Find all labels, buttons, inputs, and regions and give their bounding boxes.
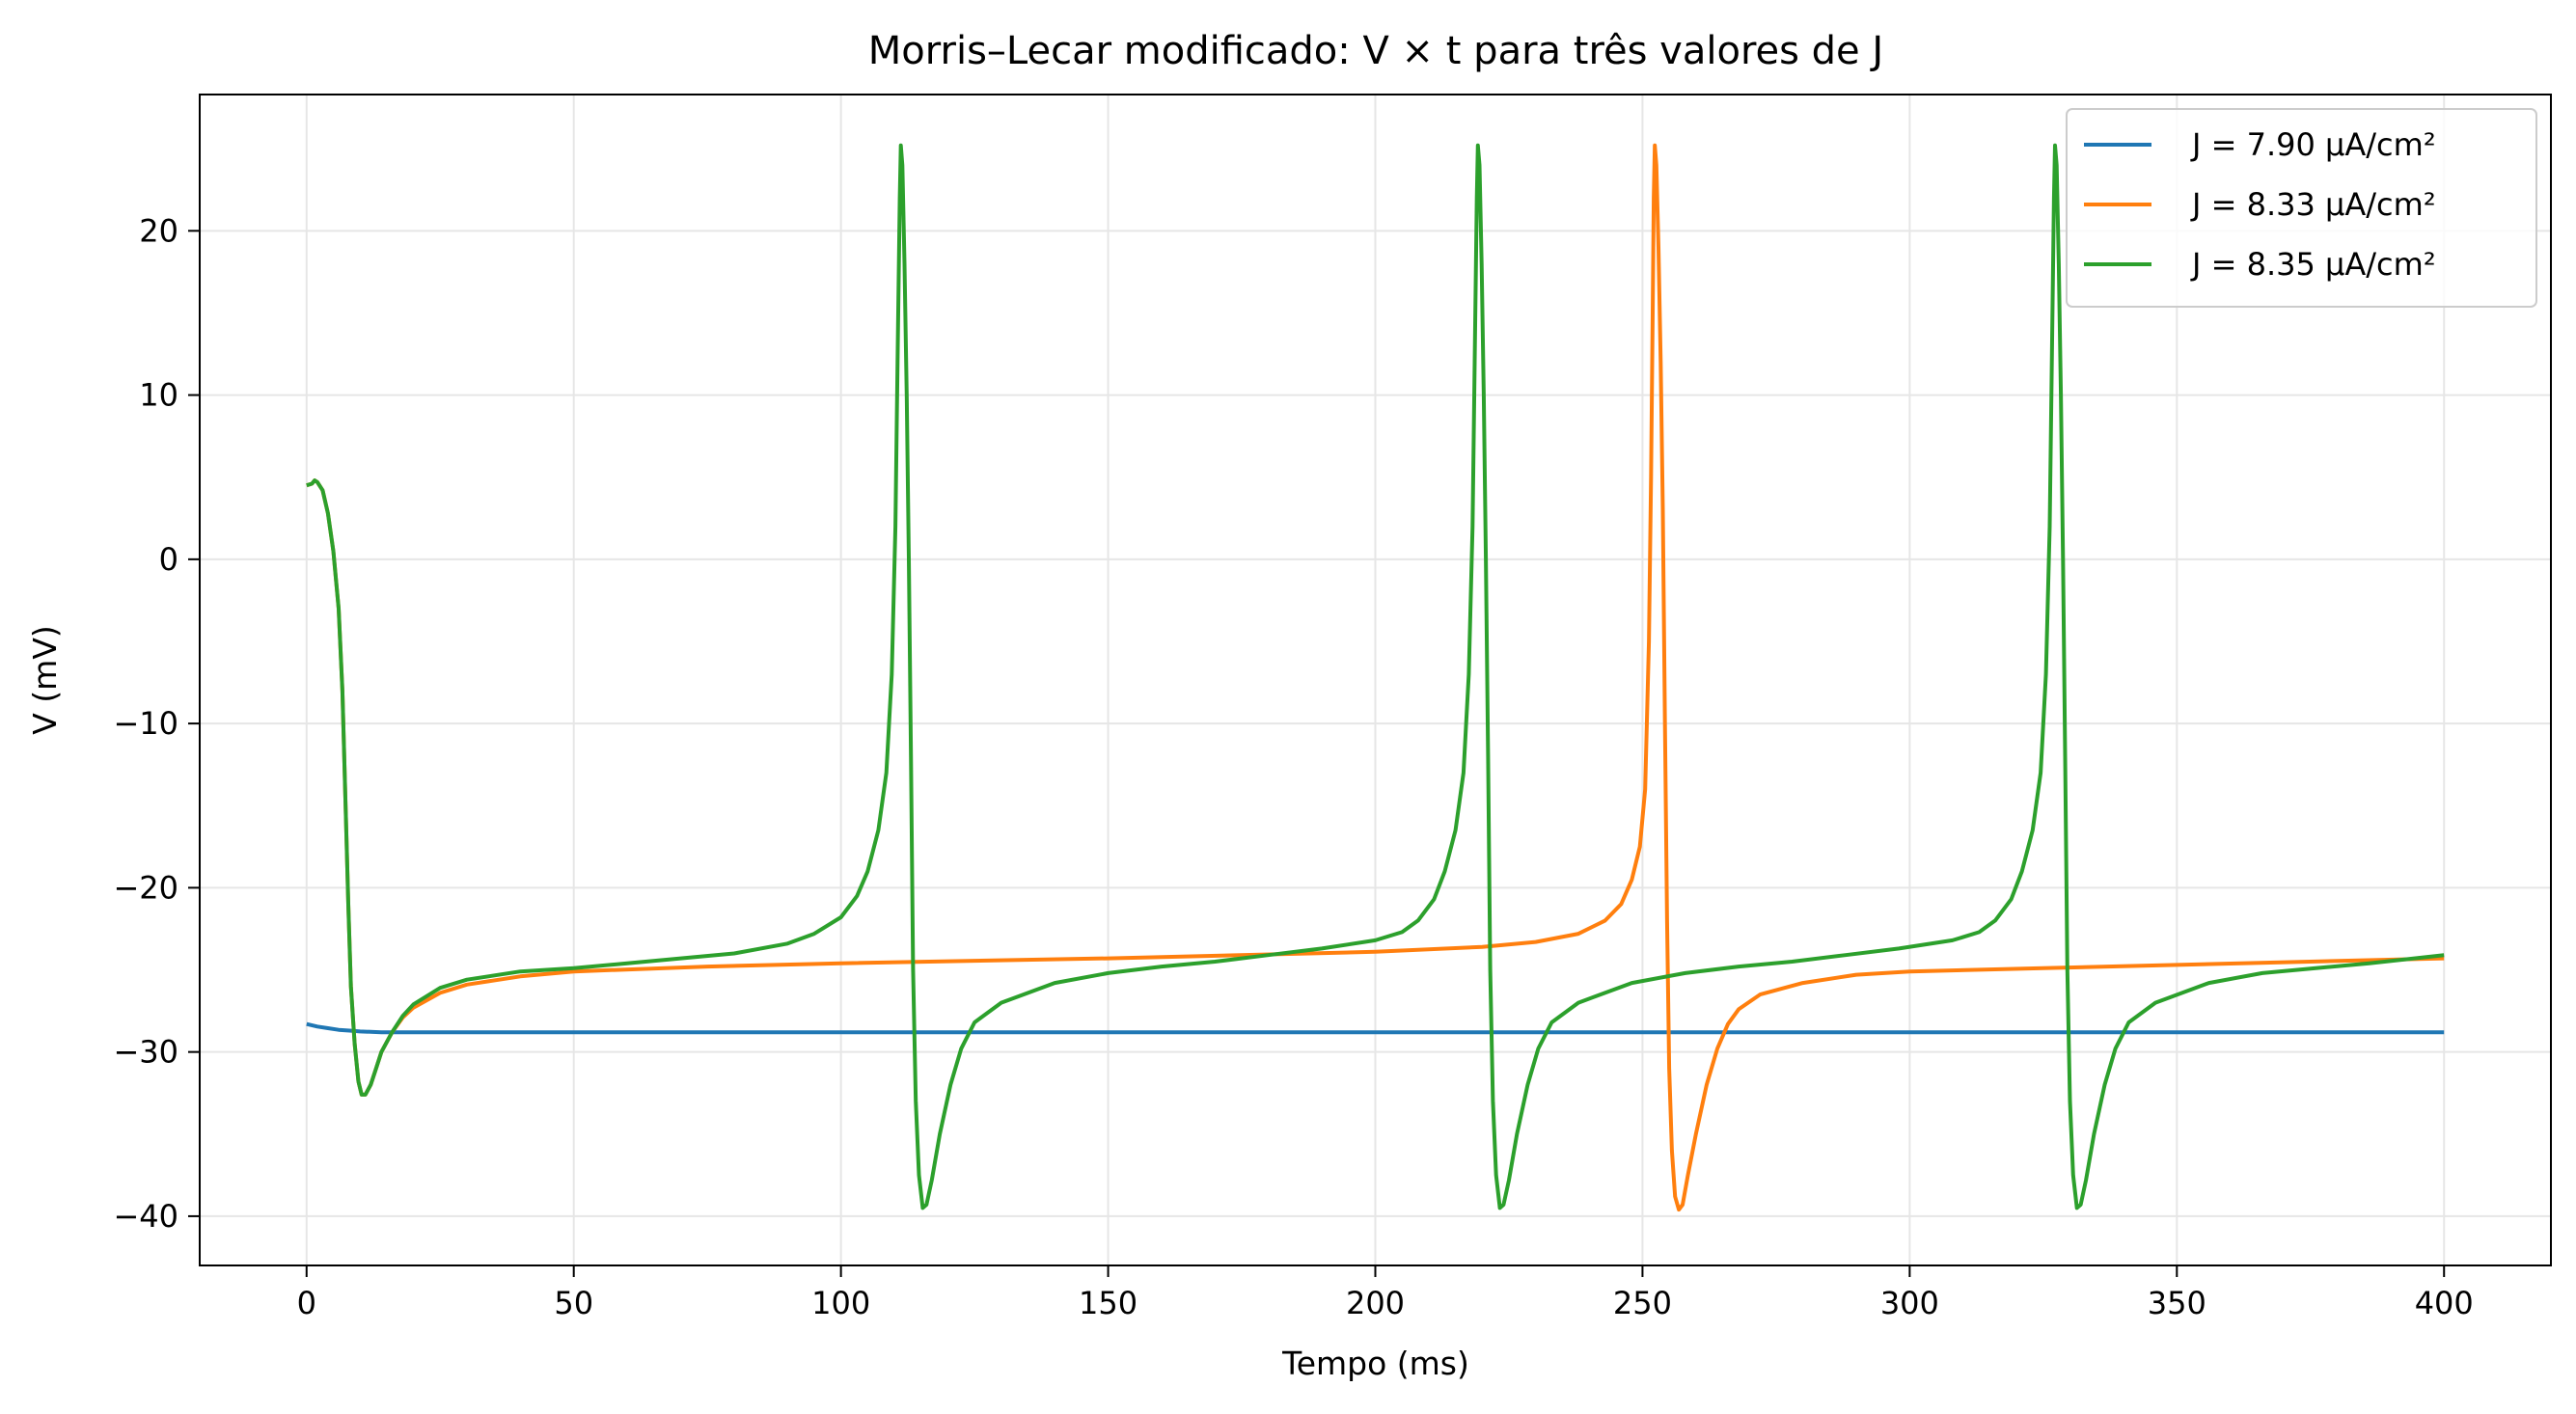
y-tick-label-5: 10: [139, 377, 178, 414]
x-tick-label-2: 100: [811, 1285, 870, 1321]
x-tick-label-5: 250: [1613, 1285, 1672, 1321]
y-tick-label-6: 20: [139, 212, 178, 249]
x-tick-label-6: 300: [1880, 1285, 1939, 1321]
series-line-2: [306, 143, 2445, 1210]
x-tick-label-1: 50: [554, 1285, 593, 1321]
x-tick-label-4: 200: [1346, 1285, 1405, 1321]
legend-label-1: J = 8.33 µA/cm²: [2190, 186, 2436, 223]
legend-label-0: J = 7.90 µA/cm²: [2190, 126, 2436, 163]
chart-title: Morris–Lecar modificado: V × t para três…: [868, 29, 1883, 73]
x-tick-label-3: 150: [1079, 1285, 1137, 1321]
y-tick-label-0: −40: [113, 1198, 178, 1235]
legend-label-2: J = 8.35 µA/cm²: [2190, 246, 2436, 283]
y-tick-label-1: −30: [113, 1034, 178, 1071]
y-tick-label-3: −10: [113, 705, 178, 742]
y-tick-label-2: −20: [113, 869, 178, 906]
legend: J = 7.90 µA/cm² J = 8.33 µA/cm² J = 8.35 µ…: [2066, 108, 2537, 308]
y-axis-label: V (mV): [26, 625, 64, 735]
y-tick-label-4: 0: [159, 541, 178, 578]
y-axis: −40 −30 −20 −10 0 10 20: [113, 212, 200, 1235]
series-line-0: [306, 1021, 2445, 1035]
x-tick-label-8: 400: [2415, 1285, 2474, 1321]
x-axis: 0 50 100 150 200 250 300 350 400: [297, 1265, 2474, 1321]
legend-box: [2066, 108, 2537, 308]
x-tick-label-7: 350: [2148, 1285, 2206, 1321]
plot-lines: [306, 143, 2445, 1212]
x-axis-label: Tempo (ms): [1281, 1345, 1469, 1382]
x-tick-label-0: 0: [297, 1285, 316, 1321]
